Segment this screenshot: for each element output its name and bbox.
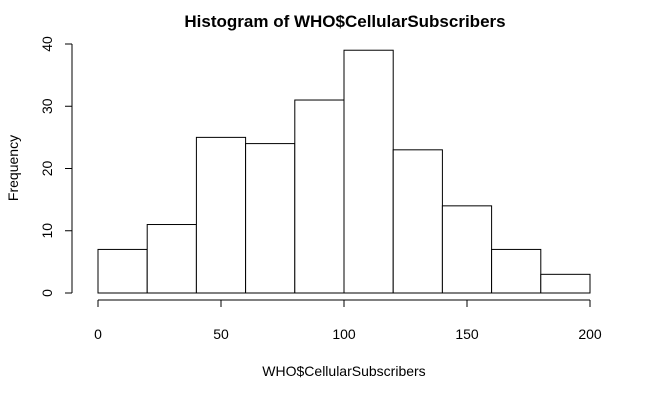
histogram-bar-4 bbox=[294, 99, 345, 294]
x-tick-label-2: 100 bbox=[332, 326, 356, 342]
histogram-bar-0 bbox=[97, 248, 148, 294]
x-axis-label: WHO$CellularSubscribers bbox=[262, 363, 425, 379]
histogram-bar-8 bbox=[491, 248, 542, 294]
chart-title: Histogram of WHO$CellularSubscribers bbox=[184, 12, 505, 31]
y-axis: 0 10 20 30 40 bbox=[39, 36, 73, 297]
histogram-bar-5 bbox=[343, 49, 394, 294]
x-tick-label-0: 0 bbox=[94, 326, 102, 342]
bars-group bbox=[97, 49, 591, 294]
histogram-bar-2 bbox=[195, 136, 247, 294]
x-axis: 0 50 100 150 200 bbox=[94, 299, 602, 342]
y-axis-label: Frequency bbox=[5, 135, 21, 201]
histogram-bar-7 bbox=[441, 205, 493, 294]
y-tick-label-1: 10 bbox=[39, 223, 55, 239]
x-tick-label-4: 200 bbox=[578, 326, 602, 342]
histogram-bar-1 bbox=[146, 224, 197, 294]
y-tick-label-3: 30 bbox=[39, 98, 55, 114]
y-tick-label-0: 0 bbox=[39, 289, 55, 297]
x-tick-label-1: 50 bbox=[213, 326, 229, 342]
histogram-bar-3 bbox=[245, 143, 296, 294]
x-tick-label-3: 150 bbox=[455, 326, 479, 342]
histogram-bar-9 bbox=[540, 273, 591, 294]
y-tick-label-2: 20 bbox=[39, 161, 55, 177]
y-tick-label-4: 40 bbox=[39, 36, 55, 52]
histogram-bar-6 bbox=[392, 149, 443, 294]
